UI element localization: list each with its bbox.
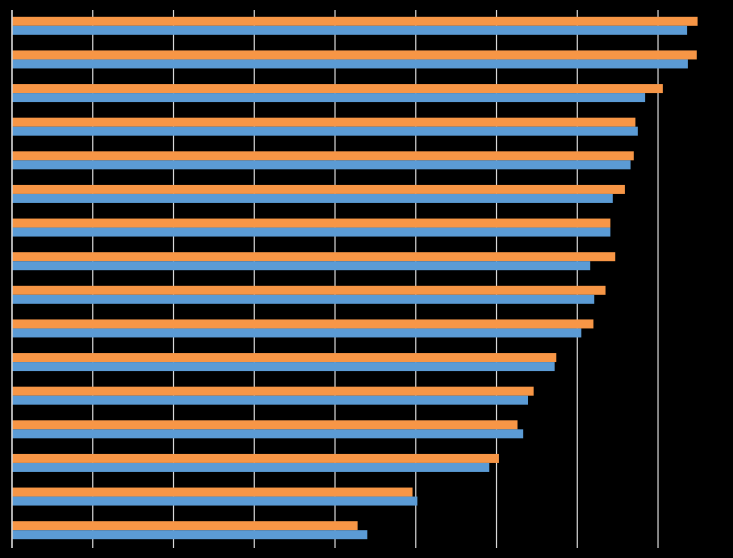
bar-series1-row11 [12, 353, 557, 363]
bar-series2-row7 [12, 227, 611, 237]
bar-series1-row7 [12, 218, 611, 228]
bar-series1-row1 [12, 16, 698, 26]
bar-series1-row2 [12, 50, 697, 60]
bar-series1-row8 [12, 252, 616, 262]
bar-series1-row9 [12, 285, 606, 295]
bar-series2-row14 [12, 462, 490, 472]
bar-series2-row13 [12, 429, 524, 439]
bar-series1-row16 [12, 521, 358, 531]
bar-series1-row5 [12, 151, 634, 161]
bar-series2-row3 [12, 93, 646, 103]
bar-series2-row16 [12, 530, 368, 540]
bar-series2-row10 [12, 328, 582, 338]
bar-series1-row15 [12, 487, 413, 497]
bar-series1-row6 [12, 184, 625, 194]
bar-series2-row1 [12, 25, 688, 35]
bar-series2-row4 [12, 126, 638, 136]
bar-series2-row5 [12, 160, 631, 170]
bar-series1-row4 [12, 117, 636, 127]
bar-series2-row11 [12, 362, 555, 372]
bar-series2-row12 [12, 395, 529, 405]
bar-series1-row3 [12, 84, 663, 94]
bar-series2-row2 [12, 59, 688, 69]
bar-series2-row15 [12, 496, 418, 506]
bar-series2-row9 [12, 294, 595, 304]
bar-series2-row6 [12, 193, 613, 203]
bars [12, 16, 698, 540]
bar-series1-row10 [12, 319, 594, 329]
bar-series1-row13 [12, 420, 518, 430]
bar-series1-row14 [12, 453, 499, 463]
bar-series1-row12 [12, 386, 534, 396]
bar-series2-row8 [12, 261, 591, 271]
